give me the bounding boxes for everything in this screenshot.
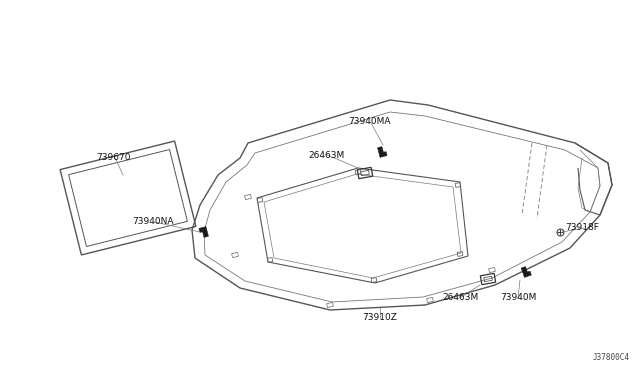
Text: 739670: 739670 xyxy=(96,154,131,163)
Text: 73940M: 73940M xyxy=(500,294,536,302)
Polygon shape xyxy=(521,267,531,278)
Text: 26463M: 26463M xyxy=(308,151,344,160)
Text: 73910Z: 73910Z xyxy=(363,314,397,323)
Polygon shape xyxy=(378,147,387,157)
Text: 26463M: 26463M xyxy=(442,294,478,302)
Text: 73918F: 73918F xyxy=(565,224,599,232)
Text: 73940NA: 73940NA xyxy=(132,218,173,227)
Text: 73940MA: 73940MA xyxy=(348,118,390,126)
Text: J37800C4: J37800C4 xyxy=(593,353,630,362)
Polygon shape xyxy=(199,227,209,237)
